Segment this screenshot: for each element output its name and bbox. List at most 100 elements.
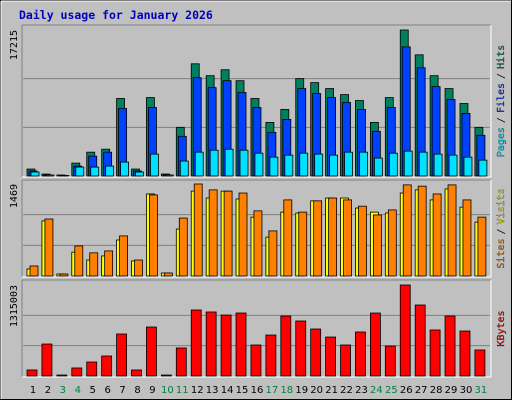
y-tick-label: 1315003 — [9, 285, 20, 327]
chart-title: Daily usage for January 2026 — [19, 8, 213, 22]
bar — [384, 345, 396, 377]
legend: Pages / Files / Hits — [496, 45, 507, 157]
legend-entry: Pages — [496, 127, 507, 157]
bar — [116, 333, 127, 377]
bar — [358, 205, 367, 277]
bar — [235, 312, 247, 377]
bar — [418, 151, 428, 177]
x-tick-label: 29 — [445, 385, 458, 396]
x-tick-label: 26 — [400, 385, 413, 396]
bar — [134, 259, 143, 277]
bar — [253, 210, 263, 277]
bar — [190, 309, 202, 377]
bar — [254, 152, 264, 177]
bar — [299, 152, 309, 177]
bar — [238, 192, 248, 277]
bar — [223, 190, 233, 277]
x-tick-label: 31 — [475, 385, 488, 396]
legend: Sites / Visits — [496, 188, 507, 268]
bar — [447, 184, 457, 277]
bar — [41, 343, 53, 377]
bar — [60, 175, 70, 177]
bar — [280, 315, 292, 377]
x-tick-label: 22 — [340, 385, 353, 396]
x-tick-label: 28 — [430, 385, 443, 396]
x-tick-label: 3 — [60, 385, 66, 396]
bar — [399, 284, 411, 377]
bar — [164, 174, 174, 177]
bar — [163, 272, 173, 277]
bar — [56, 374, 68, 377]
legend-separator: / — [496, 73, 507, 79]
bar — [328, 197, 338, 277]
x-tick-label: 23 — [355, 385, 368, 396]
bar — [313, 200, 323, 277]
bar — [432, 193, 442, 277]
bar — [387, 209, 397, 277]
bar — [414, 304, 426, 377]
bar — [343, 199, 352, 277]
x-tick-label: 16 — [251, 385, 264, 396]
bar — [298, 211, 308, 277]
bar — [284, 154, 294, 177]
bar — [224, 148, 234, 177]
x-tick-label: 24 — [370, 385, 383, 396]
x-tick-label: 2 — [45, 385, 51, 396]
x-tick-label: 9 — [149, 385, 155, 396]
bar — [310, 328, 322, 377]
x-tick-label: 4 — [75, 385, 81, 396]
bar — [265, 334, 277, 377]
x-tick-label: 1 — [30, 385, 36, 396]
bar — [250, 344, 262, 377]
bar — [150, 153, 159, 177]
x-tick-label: 27 — [415, 385, 428, 396]
bar — [205, 311, 217, 377]
bar — [329, 154, 339, 177]
bar — [433, 153, 443, 177]
y-tick-label: 1469 — [9, 184, 20, 208]
x-tick-label: 6 — [104, 385, 110, 396]
bar — [369, 312, 381, 377]
bar — [239, 149, 249, 177]
x-tick-label: 20 — [310, 385, 323, 396]
bar — [444, 315, 456, 377]
x-tick-label: 30 — [460, 385, 473, 396]
bar — [325, 336, 337, 377]
x-tick-label: 19 — [295, 385, 308, 396]
bar — [220, 314, 232, 377]
bar — [146, 326, 157, 377]
bar — [178, 217, 188, 277]
bar — [149, 194, 158, 277]
bar — [179, 160, 189, 177]
legend: KBytes — [496, 310, 507, 346]
bar — [86, 361, 98, 377]
x-tick-label: 14 — [221, 385, 234, 396]
x-tick-label: 13 — [206, 385, 219, 396]
x-tick-label: 7 — [119, 385, 125, 396]
bar — [477, 216, 487, 277]
bar — [402, 184, 412, 277]
bar — [372, 214, 382, 277]
bar — [104, 250, 114, 277]
legend-entry: Hits — [496, 45, 507, 69]
x-tick-label: 17 — [266, 385, 279, 396]
bar — [101, 355, 113, 377]
x-tick-label: 25 — [385, 385, 398, 396]
bar — [359, 151, 368, 177]
legend-entry: Visits — [496, 188, 507, 224]
bar — [131, 369, 142, 377]
legend-separator: / — [496, 117, 507, 123]
bar — [268, 230, 278, 277]
bar — [30, 171, 40, 177]
bar — [208, 189, 218, 277]
bar — [74, 245, 84, 277]
bar — [175, 347, 187, 377]
bar — [388, 152, 398, 177]
bar — [26, 369, 38, 377]
bar — [89, 252, 99, 277]
legend-separator: / — [496, 228, 507, 234]
x-tick-label: 10 — [161, 385, 174, 396]
bar — [29, 265, 39, 277]
bar — [474, 349, 486, 377]
